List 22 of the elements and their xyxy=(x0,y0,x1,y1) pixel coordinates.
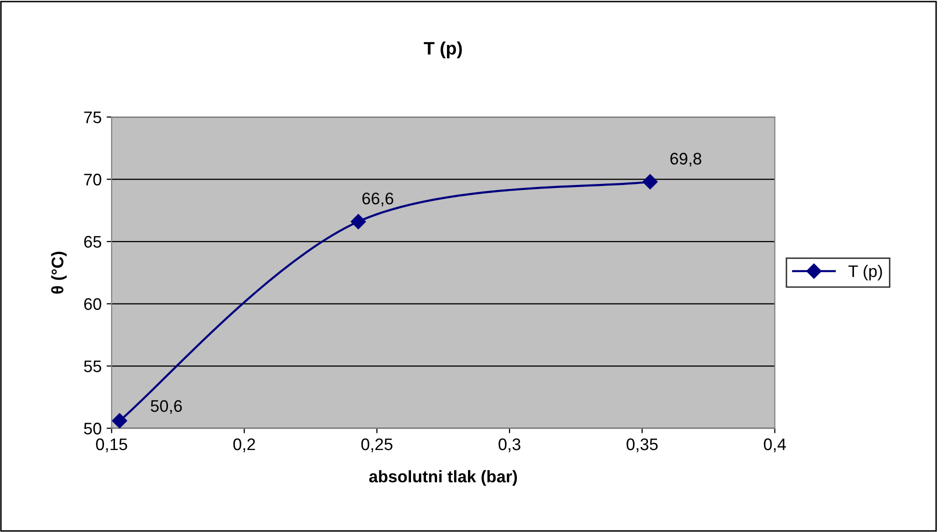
chart-title: T (p) xyxy=(424,41,462,58)
x-tick-label: 0,4 xyxy=(764,438,786,452)
point xyxy=(350,214,366,230)
data-label: 50,6 xyxy=(150,400,182,414)
x-tick-label: 0,25 xyxy=(361,438,392,452)
data-label: 69,8 xyxy=(670,152,702,167)
legend-label: T (p) xyxy=(848,264,882,280)
point xyxy=(112,413,128,428)
x-tick-label: 0,35 xyxy=(626,438,658,452)
y-tick-label: 50 xyxy=(84,422,102,434)
data-label: 66,6 xyxy=(362,192,394,206)
y-tick-label: 60 xyxy=(84,298,102,310)
x-tick-label: 0,15 xyxy=(96,438,128,452)
y-tick-label: 55 xyxy=(84,360,102,372)
y-tick-label: 75 xyxy=(84,112,102,124)
x-tick-label: 0,3 xyxy=(498,438,520,452)
x-tick-label: 0,2 xyxy=(233,438,256,452)
y-axis-title: θ (°C) xyxy=(51,252,67,294)
x-axis-title: absolutni tlak (bar) xyxy=(369,470,517,486)
y-tick-label: 70 xyxy=(84,174,102,186)
point xyxy=(642,174,658,190)
y-tick-label: 65 xyxy=(84,236,102,248)
